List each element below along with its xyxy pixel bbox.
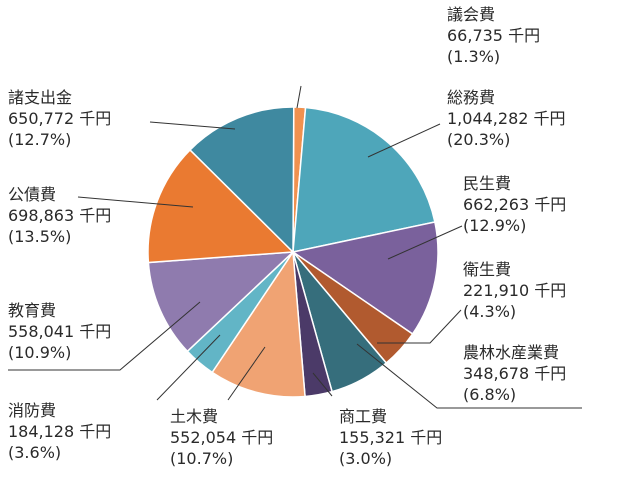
slice-value: 552,054 千円 (170, 428, 274, 447)
slice-name: 公債費 (8, 185, 57, 204)
slice-name: 衛生費 (463, 260, 512, 279)
slice-label-4: 農林水産業費 348,678 千円 (6.8%) (463, 342, 566, 405)
slice-value: 662,263 千円 (463, 195, 567, 214)
slice-value: 558,041 千円 (8, 322, 112, 341)
slice-name: 消防費 (8, 401, 57, 420)
slice-label-7: 消防費 184,128 千円 (3.6%) (8, 400, 111, 463)
leader-line-6 (227, 346, 266, 401)
leader-line-3 (377, 309, 462, 344)
slice-percent: (12.7%) (8, 130, 72, 149)
pie-slice-6 (211, 249, 306, 398)
leader-line-10 (149, 121, 236, 130)
slice-label-5: 商工費 155,321 千円 (3.0%) (339, 406, 442, 469)
slice-name: 農林水産業費 (463, 343, 560, 362)
slice-label-9: 公債費 698,863 千円 (13.5%) (8, 184, 111, 247)
slice-percent: (13.5%) (8, 227, 72, 246)
slice-name: 議会費 (447, 5, 496, 24)
slice-label-10: 諸支出金 650,772 千円 (12.7%) (8, 87, 111, 150)
slice-percent: (1.3%) (447, 47, 501, 66)
leader-line-7 (156, 334, 221, 401)
pie-slice-8 (147, 251, 296, 353)
leader-line-4 (356, 343, 582, 409)
slice-percent: (3.0%) (339, 449, 393, 468)
slice-label-0: 議会費 66,735 千円 (1.3%) (447, 4, 540, 67)
slice-value: 650,772 千円 (8, 109, 112, 128)
leader-line-8 (8, 301, 201, 371)
slice-label-2: 民生費 662,263 千円 (12.9%) (463, 173, 566, 236)
slice-label-6: 土木費 552,054 千円 (10.7%) (170, 406, 273, 469)
pie-slice-9 (147, 148, 295, 264)
leader-line-2 (387, 225, 463, 260)
leader-line-1 (367, 123, 441, 158)
slice-percent: (20.3%) (447, 130, 511, 149)
slice-value: 155,321 千円 (339, 428, 443, 447)
slice-value: 221,910 千円 (463, 281, 567, 300)
slice-name: 総務費 (447, 88, 496, 107)
slice-name: 土木費 (170, 407, 219, 426)
leader-line-0 (296, 85, 302, 109)
leader-line-9 (77, 196, 194, 208)
slice-name: 教育費 (8, 301, 57, 320)
slice-percent: (4.3%) (463, 302, 517, 321)
slice-label-1: 総務費 1,044,282 千円 (20.3%) (447, 87, 566, 150)
slice-percent: (3.6%) (8, 443, 62, 462)
pie-slice-2 (291, 221, 439, 336)
slice-percent: (6.8%) (463, 385, 517, 404)
slice-name: 諸支出金 (8, 88, 73, 107)
slice-value: 698,863 千円 (8, 206, 112, 225)
slice-label-8: 教育費 558,041 千円 (10.9%) (8, 300, 111, 363)
slice-name: 商工費 (339, 407, 388, 426)
slice-label-3: 衛生費 221,910 千円 (4.3%) (463, 259, 566, 322)
slice-percent: (10.9%) (8, 343, 72, 362)
slice-value: 348,678 千円 (463, 364, 567, 383)
slice-value: 184,128 千円 (8, 422, 112, 441)
pie-slice-10 (188, 106, 295, 254)
pie-slice-1 (292, 106, 436, 253)
slice-percent: (12.9%) (463, 216, 527, 235)
slice-value: 66,735 千円 (447, 26, 541, 45)
slice-value: 1,044,282 千円 (447, 109, 566, 128)
slice-percent: (10.7%) (170, 449, 234, 468)
leader-line-5 (312, 372, 333, 397)
slice-name: 民生費 (463, 174, 512, 193)
